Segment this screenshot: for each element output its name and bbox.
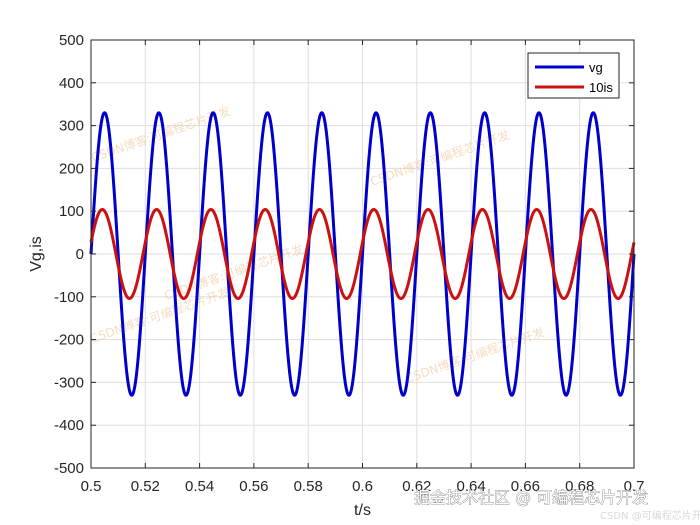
ticks: 0.5 0.52 0.54 0.56 0.58 0.6 0.62 0.64 0.66 0.68 0.… [54,32,644,495]
legend-label-10is: 10is [589,80,613,95]
x-tick-label: 0.56 [239,478,268,495]
y-tick-label: -400 [54,417,84,434]
series-line-10is [89,207,636,301]
x-tick-label: 0.64 [456,478,485,495]
footer-main-text: 掘金技术社区 @ 可编程芯片开发 [414,488,648,507]
series-line-vg [89,111,636,397]
x-tick-label: 0.54 [185,478,214,495]
footer-watermark: 掘金技术社区 @ 可编程芯片开发 CSDN @可编程芯片开发 [414,488,700,522]
legend-box [527,52,620,99]
x-tick-label: 0.52 [131,478,160,495]
legend-label-vg: vg [589,60,603,75]
x-tick-label: 0.62 [402,478,431,495]
y-axis-title: Vg,is [28,236,45,272]
x-tick-label: 0.5 [81,478,102,495]
y-tick-label: 100 [59,203,84,220]
y-tick-label: 500 [59,32,84,49]
y-tick-label: -200 [54,332,84,349]
y-tick-label: 0 [76,246,84,263]
y-tick-label: -500 [54,460,84,477]
footer-small-text: CSDN @可编程芯片开发 [600,509,700,522]
series-group [89,111,636,397]
x-axis-title: t/s [354,502,371,519]
x-tick-label: 0.66 [511,478,540,495]
y-tick-label: 400 [59,75,84,92]
y-tick-label: 300 [59,118,84,135]
y-tick-label: 200 [59,160,84,177]
legend: vg 10is [527,52,620,99]
x-tick-label: 0.68 [565,478,594,495]
x-tick-label: 0.7 [624,478,645,495]
y-tick-label: -300 [54,374,84,391]
y-tick-label: -100 [54,289,84,306]
x-tick-label: 0.58 [294,478,323,495]
x-tick-label: 0.6 [352,478,373,495]
